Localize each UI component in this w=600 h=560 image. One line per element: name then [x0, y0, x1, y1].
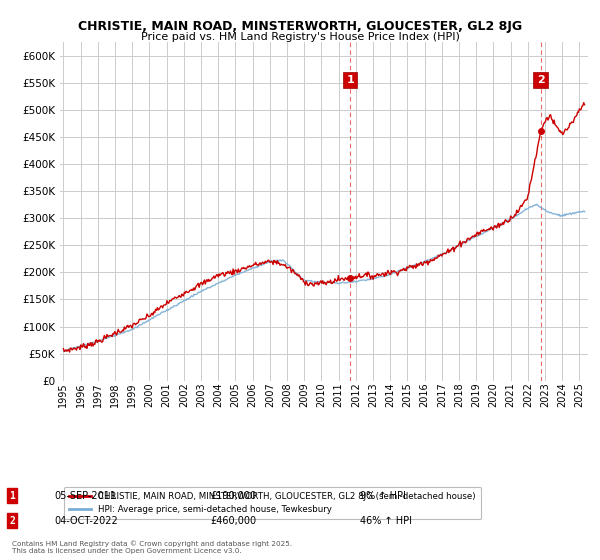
Text: 46% ↑ HPI: 46% ↑ HPI: [360, 516, 412, 526]
Text: £460,000: £460,000: [210, 516, 256, 526]
Text: 1: 1: [346, 75, 354, 85]
Text: 1: 1: [9, 491, 15, 501]
Text: 05-SEP-2011: 05-SEP-2011: [54, 491, 116, 501]
Text: 9% ↑ HPI: 9% ↑ HPI: [360, 491, 406, 501]
Text: Contains HM Land Registry data © Crown copyright and database right 2025.
This d: Contains HM Land Registry data © Crown c…: [12, 541, 292, 554]
Text: £190,000: £190,000: [210, 491, 256, 501]
Text: 2: 2: [537, 75, 545, 85]
Text: Price paid vs. HM Land Registry's House Price Index (HPI): Price paid vs. HM Land Registry's House …: [140, 32, 460, 43]
Legend: CHRISTIE, MAIN ROAD, MINSTERWORTH, GLOUCESTER, GL2 8JG (semi-detached house), HP: CHRISTIE, MAIN ROAD, MINSTERWORTH, GLOUC…: [64, 487, 481, 519]
Text: 04-OCT-2022: 04-OCT-2022: [54, 516, 118, 526]
Text: CHRISTIE, MAIN ROAD, MINSTERWORTH, GLOUCESTER, GL2 8JG: CHRISTIE, MAIN ROAD, MINSTERWORTH, GLOUC…: [78, 20, 522, 32]
Text: 2: 2: [9, 516, 15, 526]
